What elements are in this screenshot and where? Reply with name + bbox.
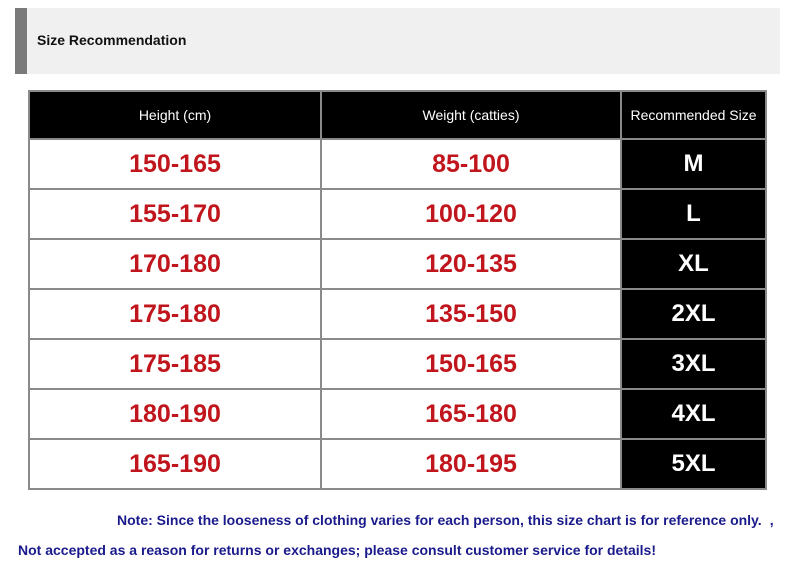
table-row: 180-190 165-180 4XL	[28, 388, 767, 440]
cell-height: 180-190	[28, 388, 322, 440]
cell-weight: 120-135	[320, 238, 622, 290]
cell-weight: 135-150	[320, 288, 622, 340]
cell-size: 3XL	[620, 338, 767, 390]
cell-weight: 85-100	[320, 138, 622, 190]
note-text: Note: Since the looseness of clothing va…	[117, 512, 762, 528]
note-suffix: ,	[769, 512, 774, 528]
cell-size: 5XL	[620, 438, 767, 490]
cell-weight: 165-180	[320, 388, 622, 440]
col-size: Recommended Size	[620, 90, 767, 140]
cell-height: 165-190	[28, 438, 322, 490]
cell-weight: 100-120	[320, 188, 622, 240]
cell-size: 2XL	[620, 288, 767, 340]
table-row: 170-180 120-135 XL	[28, 238, 767, 290]
accent-strip	[15, 8, 27, 74]
cell-size: L	[620, 188, 767, 240]
size-table: Height (cm) Weight (catties) Recommended…	[28, 90, 767, 490]
table-row: 155-170 100-120 L	[28, 188, 767, 240]
note-line-1: Note: Since the looseness of clothing va…	[117, 512, 774, 528]
note-line-2: Not accepted as a reason for returns or …	[18, 542, 657, 558]
table-row: 175-180 135-150 2XL	[28, 288, 767, 340]
cell-height: 170-180	[28, 238, 322, 290]
table-row: 150-165 85-100 M	[28, 138, 767, 190]
cell-size: 4XL	[620, 388, 767, 440]
table-row: 165-190 180-195 5XL	[28, 438, 767, 490]
cell-height: 175-185	[28, 338, 322, 390]
table-row: 175-185 150-165 3XL	[28, 338, 767, 390]
col-weight: Weight (catties)	[320, 90, 622, 140]
cell-height: 175-180	[28, 288, 322, 340]
cell-height: 155-170	[28, 188, 322, 240]
table-header: Height (cm) Weight (catties) Recommended…	[28, 90, 767, 140]
cell-size: XL	[620, 238, 767, 290]
cell-weight: 150-165	[320, 338, 622, 390]
cell-size: M	[620, 138, 767, 190]
page-title: Size Recommendation	[37, 32, 187, 48]
cell-weight: 180-195	[320, 438, 622, 490]
title-bar: Size Recommendation	[15, 8, 780, 74]
cell-height: 150-165	[28, 138, 322, 190]
col-height: Height (cm)	[28, 90, 322, 140]
